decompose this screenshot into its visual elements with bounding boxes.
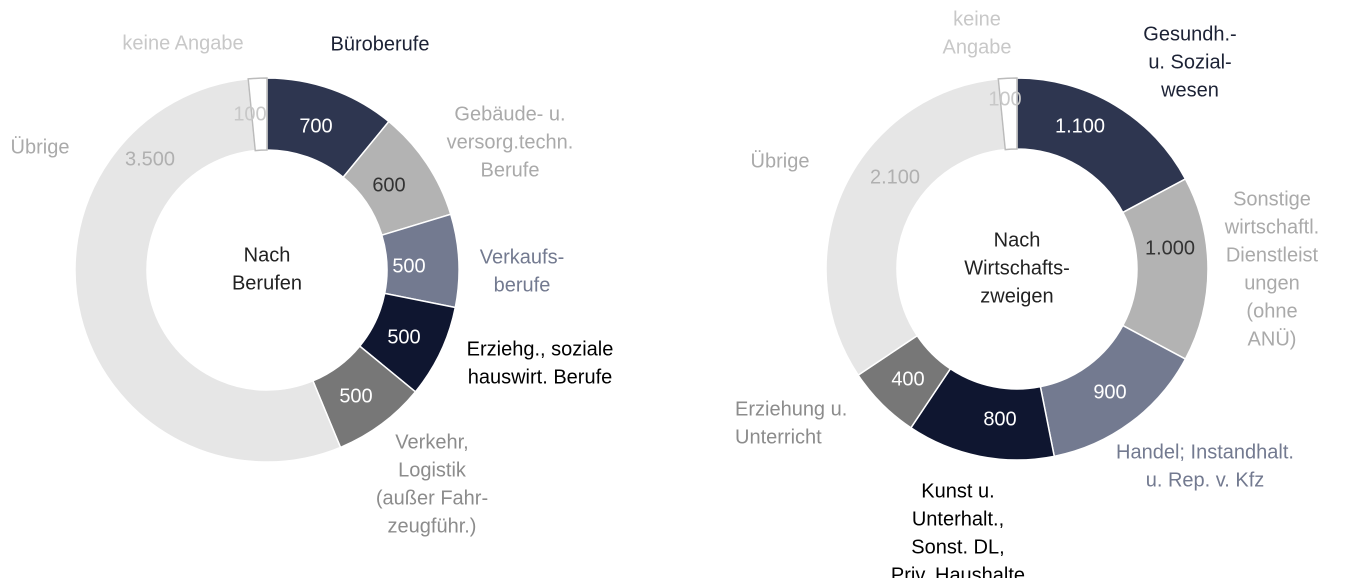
category-label: Priv. Haushalte [891,564,1025,578]
category-label: Gebäude- u. [454,103,565,125]
category-label: Verkehr, [395,431,468,453]
category-label: Übrige [11,136,70,158]
category-label: hauswirt. Berufe [468,366,613,388]
category-label: wesen [1160,79,1219,101]
category-label: ANÜ) [1248,328,1297,350]
category-label: Sonstige [1233,188,1311,210]
value-label: 700 [299,115,332,137]
category-label: Büroberufe [331,33,430,55]
category-label: versorg.techn. [447,131,574,153]
value-label: 600 [372,174,405,196]
value-label: 100 [988,88,1021,110]
category-label: Gesundh.- [1143,23,1236,45]
value-label: 800 [983,408,1016,430]
category-label: Handel; Instandhalt. [1116,441,1294,463]
value-label: 500 [392,255,425,277]
category-label: (ohne [1246,300,1297,322]
value-label: 1.100 [1055,115,1105,137]
value-label: 1.000 [1145,237,1195,259]
donut-segment [825,78,1007,377]
value-label: 3.500 [125,148,175,170]
category-label: Erziehg., soziale [467,338,614,360]
value-label: 500 [387,326,420,348]
category-label: Kunst u. [921,480,994,502]
category-label: Sonst. DL, [911,536,1004,558]
category-label: wirtschaftl. [1224,216,1319,238]
center-title: Nach [994,229,1041,251]
category-label: Berufe [481,159,540,181]
category-label: keine [953,8,1001,30]
category-label: Übrige [751,150,810,172]
category-label: Angabe [943,36,1012,58]
value-label: 2.100 [870,166,920,188]
donut-segment [74,78,342,463]
center-title: Nach [244,244,291,266]
center-title: zweigen [980,285,1053,307]
category-label: keine Angabe [122,32,243,54]
center-title: Berufen [232,272,302,294]
donut-segment [997,77,1018,151]
category-label: (außer Fahr- [376,487,488,509]
value-label: 900 [1093,381,1126,403]
category-label: Erziehung u. [735,398,847,420]
category-label: zeugführ.) [388,515,477,537]
category-label: Verkaufs- [480,246,564,268]
category-label: u. Rep. v. Kfz [1146,469,1265,491]
value-label: 100 [233,103,266,125]
category-label: Logistik [398,459,467,481]
center-title: Wirtschafts- [964,257,1070,279]
value-label: 500 [339,385,372,407]
category-label: Dienstleist [1226,244,1319,266]
category-label: ungen [1244,272,1300,294]
category-label: berufe [494,274,551,296]
value-label: 400 [891,368,924,390]
donut-segment [247,77,268,152]
category-label: u. Sozial- [1148,51,1231,73]
category-label: Unterricht [735,426,822,448]
category-label: Unterhalt., [912,508,1004,530]
